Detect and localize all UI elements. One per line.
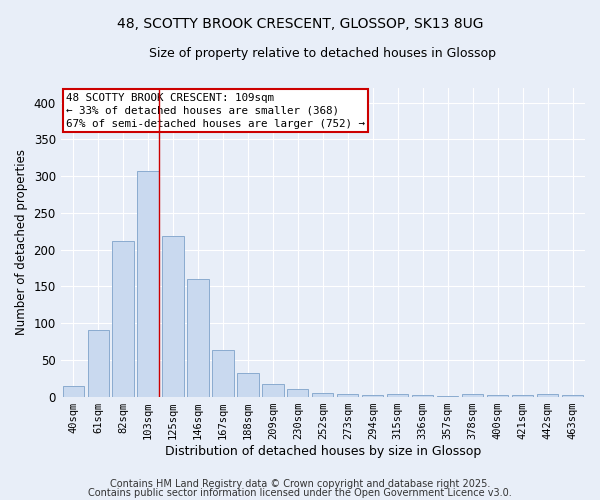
Bar xyxy=(387,394,409,396)
Y-axis label: Number of detached properties: Number of detached properties xyxy=(15,150,28,336)
Bar xyxy=(88,330,109,396)
Bar xyxy=(412,395,433,396)
Bar xyxy=(112,241,134,396)
Title: Size of property relative to detached houses in Glossop: Size of property relative to detached ho… xyxy=(149,48,496,60)
Bar xyxy=(462,394,483,396)
X-axis label: Distribution of detached houses by size in Glossop: Distribution of detached houses by size … xyxy=(165,444,481,458)
Bar xyxy=(487,395,508,396)
Bar xyxy=(137,171,158,396)
Bar xyxy=(262,384,284,396)
Text: 48 SCOTTY BROOK CRESCENT: 109sqm
← 33% of detached houses are smaller (368)
67% : 48 SCOTTY BROOK CRESCENT: 109sqm ← 33% o… xyxy=(66,92,365,129)
Bar xyxy=(163,236,184,396)
Bar xyxy=(512,395,533,396)
Bar xyxy=(287,389,308,396)
Text: Contains HM Land Registry data © Crown copyright and database right 2025.: Contains HM Land Registry data © Crown c… xyxy=(110,479,490,489)
Bar xyxy=(537,394,558,396)
Bar xyxy=(238,373,259,396)
Bar xyxy=(362,395,383,396)
Text: 48, SCOTTY BROOK CRESCENT, GLOSSOP, SK13 8UG: 48, SCOTTY BROOK CRESCENT, GLOSSOP, SK13… xyxy=(117,18,483,32)
Bar xyxy=(337,394,358,396)
Bar xyxy=(312,393,334,396)
Bar xyxy=(62,386,84,396)
Bar xyxy=(212,350,233,397)
Bar xyxy=(187,279,209,396)
Text: Contains public sector information licensed under the Open Government Licence v3: Contains public sector information licen… xyxy=(88,488,512,498)
Bar xyxy=(562,395,583,396)
